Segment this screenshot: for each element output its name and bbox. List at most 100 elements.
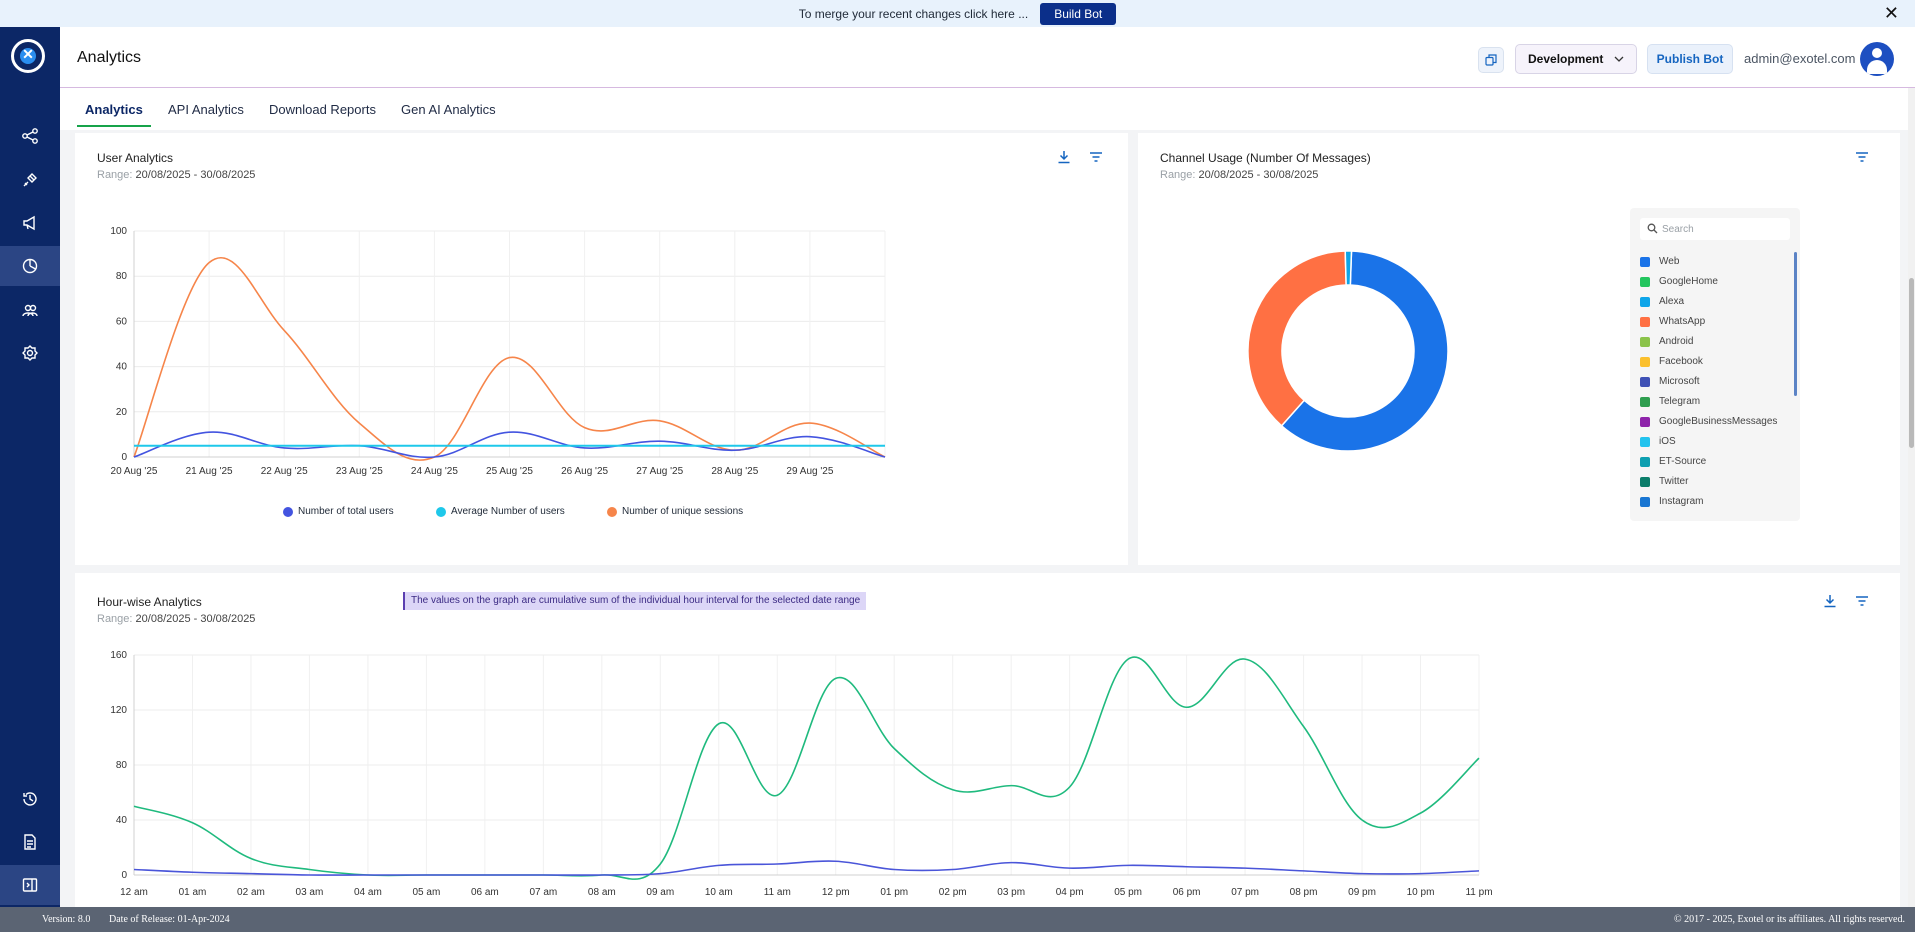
collapse-sidebar-icon[interactable]: [0, 865, 60, 905]
broadcast-icon[interactable]: [0, 203, 60, 243]
x-tick-label: 26 Aug '25: [561, 466, 608, 477]
download-icon[interactable]: [1821, 592, 1839, 610]
search-icon: [1647, 223, 1658, 234]
channel-usage-title: Channel Usage (Number Of Messages): [1160, 151, 1371, 165]
docs-icon[interactable]: [0, 822, 60, 862]
channel-label: GoogleHome: [1659, 276, 1718, 287]
legend-total-users[interactable]: Number of total users: [283, 506, 394, 517]
publish-bot-button[interactable]: Publish Bot: [1647, 44, 1733, 74]
channel-label: Android: [1659, 336, 1694, 347]
channel-label: Alexa: [1659, 296, 1685, 307]
legend-dot: [283, 506, 293, 517]
users-icon[interactable]: [0, 290, 60, 330]
copy-icon[interactable]: [1478, 47, 1504, 73]
x-tick-label: 01 pm: [880, 887, 908, 898]
x-tick-label: 07 pm: [1231, 887, 1259, 898]
channel-legend-item[interactable]: Twitter: [1640, 476, 1688, 487]
filter-icon[interactable]: [1853, 592, 1871, 610]
filter-icon[interactable]: [1087, 148, 1105, 166]
channel-legend-item[interactable]: Microsoft: [1640, 376, 1700, 387]
environment-value: Development: [1528, 52, 1604, 66]
x-tick-label: 05 pm: [1114, 887, 1142, 898]
x-tick-label: 01 am: [179, 887, 207, 898]
x-tick-label: 09 pm: [1348, 887, 1376, 898]
x-tick-label: 27 Aug '25: [636, 466, 683, 477]
channel-label: ET-Source: [1659, 456, 1707, 467]
flow-icon[interactable]: [0, 116, 60, 156]
channel-legend-item[interactable]: WhatsApp: [1640, 316, 1705, 327]
x-tick-label: 24 Aug '25: [411, 466, 458, 477]
donut-slice-whatsapp: [1247, 250, 1347, 427]
channel-label: Telegram: [1659, 396, 1701, 407]
channel-legend-item[interactable]: Alexa: [1640, 296, 1684, 307]
channel-label: GoogleBusinessMessages: [1659, 416, 1778, 427]
user-analytics-chart: 0 20 40 60 80 100 20 Aug '25 21 Aug '25 22 Aug '…: [110, 226, 886, 477]
channel-color-swatch: [1640, 496, 1650, 507]
channel-legend-item[interactable]: GoogleBusinessMessages: [1640, 416, 1777, 427]
x-tick-label: 06 am: [471, 887, 499, 898]
legend-unique-sessions[interactable]: Number of unique sessions: [607, 506, 743, 517]
tab-gen-ai-analytics[interactable]: Gen AI Analytics: [401, 102, 496, 117]
x-tick-label: 06 pm: [1173, 887, 1201, 898]
channel-legend-item[interactable]: Telegram: [1640, 396, 1700, 407]
channel-color-swatch: [1640, 336, 1650, 347]
channel-color-swatch: [1640, 476, 1650, 487]
x-tick-label: 20 Aug '25: [111, 466, 158, 477]
x-tick-label: 02 pm: [939, 887, 967, 898]
page-header: Analytics Development Publish Bot admin@…: [60, 27, 1915, 88]
channel-legend-item[interactable]: iOS: [1640, 436, 1676, 447]
environment-select[interactable]: Development: [1515, 44, 1637, 74]
legend-dot: [436, 506, 446, 517]
analytics-icon[interactable]: [0, 246, 60, 286]
channel-legend-item[interactable]: Web: [1640, 256, 1679, 267]
integrations-icon[interactable]: [0, 160, 60, 200]
channel-search-input[interactable]: Search: [1640, 218, 1790, 240]
channel-color-swatch: [1640, 276, 1650, 287]
tab-download-reports[interactable]: Download Reports: [269, 102, 376, 117]
close-icon[interactable]: ✕: [1883, 3, 1899, 23]
range-value: 20/08/2025 - 30/08/2025: [135, 613, 256, 625]
x-tick-label: 12 pm: [822, 887, 850, 898]
user-email: admin@exotel.com: [1744, 51, 1856, 66]
donut-slice-web: [1280, 250, 1449, 452]
page-title: Analytics: [77, 49, 142, 66]
x-tick-label: 04 am: [354, 887, 382, 898]
x-tick-label: 03 am: [296, 887, 324, 898]
channel-list-scrollbar[interactable]: [1794, 252, 1797, 396]
hourwise-analytics-card: [75, 573, 1900, 907]
channel-color-swatch: [1640, 296, 1650, 307]
exotel-logo[interactable]: ✕: [11, 39, 45, 73]
x-tick-label: 09 am: [646, 887, 674, 898]
user-analytics-range: Range: 20/08/2025 - 30/08/2025: [97, 169, 255, 181]
legend-label: Number of unique sessions: [622, 506, 744, 517]
channel-label: WhatsApp: [1659, 316, 1706, 327]
tab-analytics[interactable]: Analytics: [77, 102, 151, 127]
x-tick-label: 12 am: [120, 887, 148, 898]
history-icon[interactable]: [0, 779, 60, 819]
merge-banner: To merge your recent changes click here …: [0, 0, 1915, 27]
cumulative-note: The values on the graph are cumulative s…: [403, 592, 867, 610]
channel-legend-item[interactable]: Facebook: [1640, 356, 1703, 367]
legend-label: Average Number of users: [451, 506, 565, 517]
range-value: 20/08/2025 - 30/08/2025: [1198, 169, 1319, 181]
avatar[interactable]: [1860, 42, 1894, 76]
download-icon[interactable]: [1055, 148, 1073, 166]
channel-legend-item[interactable]: ET-Source: [1640, 456, 1706, 467]
build-bot-button[interactable]: Build Bot: [1040, 2, 1117, 25]
settings-icon[interactable]: [0, 333, 60, 373]
channel-legend-item[interactable]: Android: [1640, 336, 1693, 347]
scrollbar-thumb[interactable]: [1909, 278, 1914, 448]
filter-icon[interactable]: [1853, 148, 1871, 166]
x-tick-label: 29 Aug '25: [786, 466, 833, 477]
tab-api-analytics[interactable]: API Analytics: [168, 102, 244, 117]
page-scrollbar[interactable]: [1908, 88, 1915, 907]
y-tick-label: 80: [116, 271, 128, 282]
x-tick-label: 21 Aug '25: [186, 466, 233, 477]
y-tick-label: 0: [121, 870, 127, 881]
legend-average-users[interactable]: Average Number of users: [436, 506, 565, 517]
channel-legend-item[interactable]: Instagram: [1640, 496, 1703, 507]
x-tick-label: 28 Aug '25: [711, 466, 758, 477]
channel-label: Instagram: [1659, 496, 1704, 507]
channel-legend-item[interactable]: GoogleHome: [1640, 276, 1718, 287]
chevron-down-icon: [1614, 56, 1624, 62]
